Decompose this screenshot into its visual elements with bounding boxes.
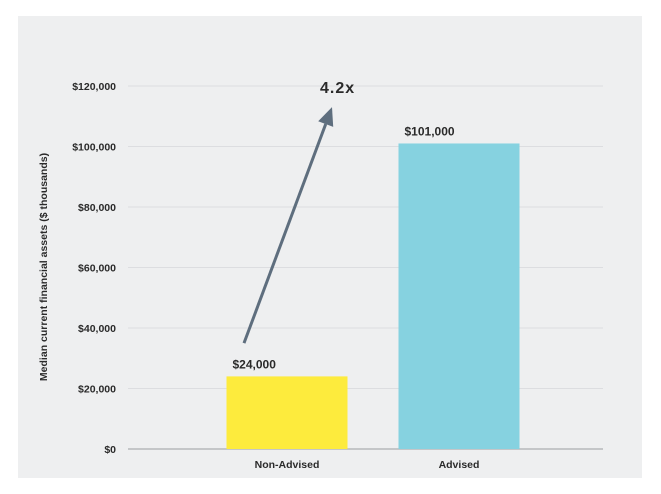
growth-arrow: 4.2x (242, 80, 355, 344)
grid-lines (128, 85, 603, 389)
y-tick-label: $20,000 (78, 384, 116, 396)
y-tick-label: $100,000 (72, 142, 116, 154)
y-tick-label: $40,000 (78, 323, 116, 335)
y-tick-label: $0 (104, 444, 116, 456)
bar-advised (398, 143, 520, 449)
bars (226, 143, 520, 449)
arrow-head (318, 107, 334, 127)
data-label: $24,000 (233, 357, 277, 371)
y-axis-ticks: $0 $20,000 $40,000 $60,000 $80,000 $100,000 $1… (72, 81, 116, 456)
data-labels: $24,000 $101,000 (233, 124, 455, 371)
x-category-label: Advised (439, 459, 480, 471)
y-tick-label: $120,000 (72, 81, 116, 93)
x-category-label: Non-Advised (255, 459, 320, 471)
multiplier-annotation: 4.2x (320, 80, 355, 97)
y-axis-label: Median current financial assets ($ thous… (38, 153, 50, 381)
y-tick-label: $60,000 (78, 263, 116, 275)
x-axis-categories: Non-Advised Advised (255, 459, 480, 471)
arrow-shaft (242, 123, 328, 344)
y-tick-label: $80,000 (78, 202, 116, 214)
bar-non-advised (226, 376, 348, 449)
data-label: $101,000 (405, 124, 455, 138)
